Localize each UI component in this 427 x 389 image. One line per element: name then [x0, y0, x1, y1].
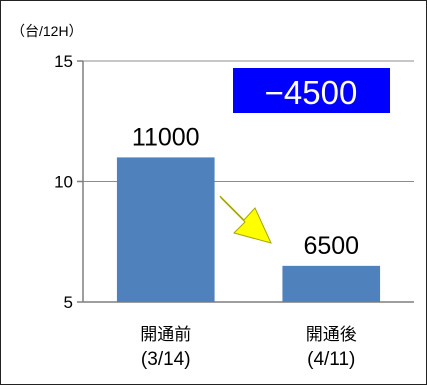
x-category-date: (3/14)	[141, 349, 191, 370]
x-category-label: 開通後	[306, 325, 357, 344]
bar-value-label: 11000	[132, 123, 200, 151]
bar-value-label: 6500	[303, 232, 359, 260]
y-axis-ticks: 15 10 5	[54, 52, 83, 312]
bars: 11000 開通前 (3/14) 6500 開通後 (4/11)	[116, 123, 381, 370]
bar	[282, 265, 381, 302]
unit-label: （台/12H）	[11, 23, 83, 39]
badge-background	[233, 68, 390, 113]
y-tick-label: 15	[54, 52, 73, 71]
bar-chart: （台/12H） 15 10 5 11000 開通前 (3/14) 6500 開通後 (4/11…	[11, 23, 414, 370]
badge-text: −4500	[265, 74, 358, 111]
difference-badge: −4500	[233, 68, 390, 113]
y-tick-label: 10	[54, 173, 73, 192]
decrease-arrow-icon	[219, 195, 272, 244]
x-category-date: (4/11)	[307, 349, 355, 370]
y-tick-label: 5	[64, 293, 73, 312]
x-category-label: 開通前	[140, 325, 191, 344]
bar	[116, 157, 215, 302]
